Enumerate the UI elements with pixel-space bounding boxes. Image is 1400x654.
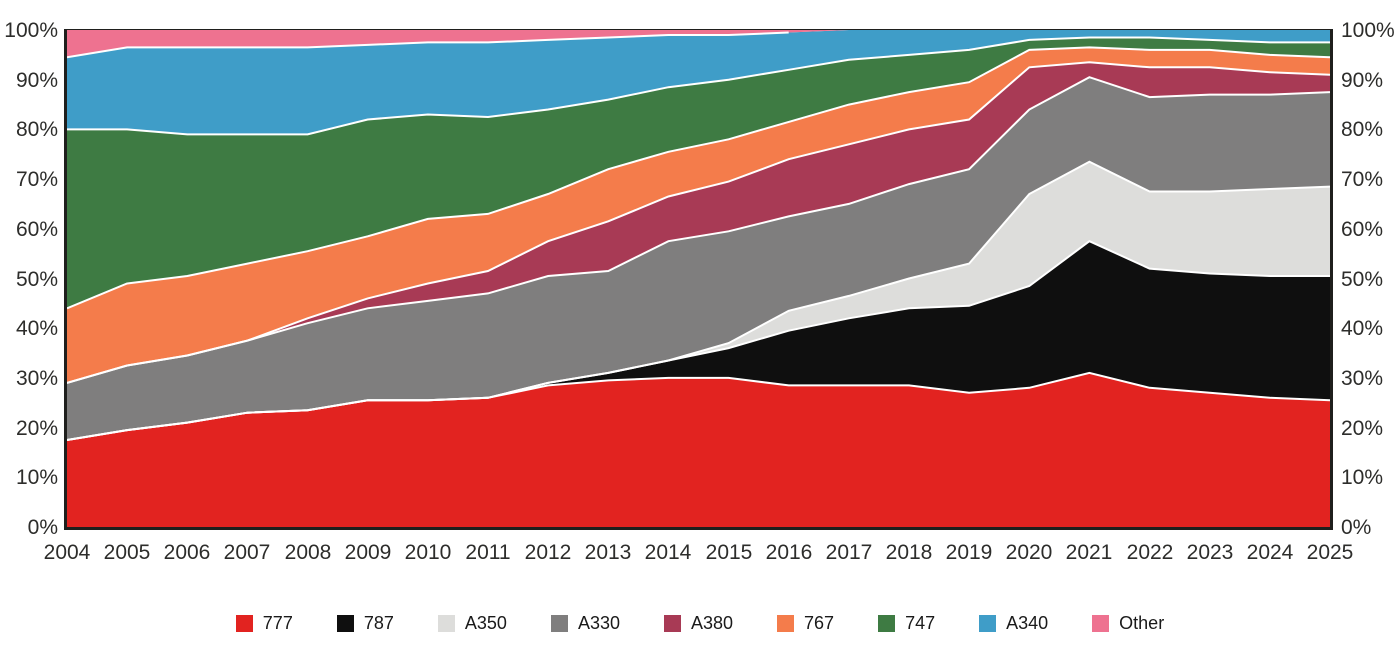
legend-swatch-767 bbox=[777, 614, 795, 632]
x-tick-label-2017: 2017 bbox=[825, 541, 873, 564]
legend-swatch-other bbox=[1092, 614, 1110, 632]
y-tick-label-left-10: 10% bbox=[15, 466, 58, 489]
y-tick-label-left-90: 90% bbox=[15, 69, 58, 92]
x-tick-label-2008: 2008 bbox=[284, 541, 332, 564]
x-tick-label-2021: 2021 bbox=[1065, 541, 1113, 564]
legend-item-other: Other bbox=[1092, 614, 1164, 632]
x-tick-label-2009: 2009 bbox=[344, 541, 392, 564]
legend-swatch-a380 bbox=[663, 614, 681, 632]
x-tick-label-2018: 2018 bbox=[885, 541, 933, 564]
legend-label-a330: A330 bbox=[577, 613, 620, 633]
x-tick-label-2025: 2025 bbox=[1306, 541, 1354, 564]
x-tick-label-2006: 2006 bbox=[163, 541, 211, 564]
y-tick-label-right-100: 100% bbox=[1341, 19, 1395, 42]
legend-item-787: 787 bbox=[336, 613, 394, 633]
legend-item-a340: A340 bbox=[979, 614, 1048, 632]
legend-label-747: 747 bbox=[905, 613, 936, 633]
y-tick-label-left-60: 60% bbox=[15, 218, 58, 241]
y-tick-label-left-70: 70% bbox=[15, 168, 58, 191]
y-tick-label-right-90: 90% bbox=[1341, 69, 1384, 92]
y-tick-label-right-0: 0% bbox=[1341, 516, 1372, 539]
y-tick-label-left-40: 40% bbox=[15, 317, 58, 340]
legend-swatch-777 bbox=[235, 614, 253, 632]
legend-item-a350: A350 bbox=[437, 613, 507, 633]
legend-swatch-a340 bbox=[979, 614, 997, 632]
y-tick-label-right-50: 50% bbox=[1341, 268, 1384, 291]
legend-label-767: 767 bbox=[804, 613, 835, 633]
chart-canvas bbox=[67, 30, 1330, 527]
band-787 bbox=[67, 241, 1330, 440]
legend-label-a380: A380 bbox=[690, 613, 734, 633]
band-a330 bbox=[67, 77, 1330, 440]
band-separator bbox=[67, 46, 1330, 310]
band-separator bbox=[67, 31, 789, 59]
legend-swatch-a330 bbox=[550, 614, 568, 632]
band-other bbox=[67, 30, 1330, 58]
x-tick-label-2014: 2014 bbox=[644, 541, 692, 564]
x-tick-label-2013: 2013 bbox=[584, 541, 632, 564]
legend-item-747: 747 bbox=[878, 614, 935, 632]
legend-item-777: 777 bbox=[235, 613, 293, 633]
legend-label-other: Other bbox=[1119, 613, 1165, 633]
band-separator bbox=[67, 76, 1330, 384]
x-tick-label-2007: 2007 bbox=[223, 541, 271, 564]
y-tick-label-left-50: 50% bbox=[15, 268, 58, 291]
legend-item-767: 767 bbox=[777, 614, 834, 632]
x-tick-label-2023: 2023 bbox=[1186, 541, 1234, 564]
x-tick-label-2020: 2020 bbox=[1005, 541, 1053, 564]
x-tick-label-2022: 2022 bbox=[1126, 541, 1174, 564]
band-separator bbox=[67, 160, 1330, 441]
band-a350 bbox=[67, 161, 1330, 440]
x-tick-label-2012: 2012 bbox=[524, 541, 572, 564]
y-tick-label-right-60: 60% bbox=[1341, 218, 1384, 241]
x-tick-label-2024: 2024 bbox=[1246, 541, 1294, 564]
y-tick-label-right-20: 20% bbox=[1341, 417, 1384, 440]
x-tick-label-2015: 2015 bbox=[705, 541, 753, 564]
band-a340 bbox=[67, 30, 1330, 135]
legend-swatch-747 bbox=[878, 614, 896, 632]
legend-swatch-a350 bbox=[437, 614, 455, 632]
band-767 bbox=[67, 47, 1330, 383]
legend-label-777: 777 bbox=[262, 613, 293, 633]
x-tick-label-2005: 2005 bbox=[103, 541, 151, 564]
y-tick-label-right-30: 30% bbox=[1341, 367, 1384, 390]
legend-item-a380: A380 bbox=[663, 613, 734, 633]
y-tick-label-right-70: 70% bbox=[1341, 168, 1384, 191]
band-separator bbox=[67, 61, 1330, 384]
x-tick-label-2010: 2010 bbox=[404, 541, 452, 564]
legend-label-a350: A350 bbox=[464, 613, 507, 633]
x-tick-label-2019: 2019 bbox=[945, 541, 993, 564]
y-tick-label-left-80: 80% bbox=[15, 118, 58, 141]
y-tick-label-right-80: 80% bbox=[1341, 118, 1384, 141]
y-tick-label-right-40: 40% bbox=[1341, 317, 1384, 340]
band-747 bbox=[67, 37, 1330, 309]
y-tick-label-left-0: 0% bbox=[27, 516, 58, 539]
y-tick-label-right-10: 10% bbox=[1341, 466, 1384, 489]
legend-swatch-787 bbox=[336, 614, 354, 632]
x-tick-label-2004: 2004 bbox=[43, 541, 91, 564]
legend-label-a340: A340 bbox=[1006, 613, 1049, 633]
y-tick-label-left-30: 30% bbox=[15, 367, 58, 390]
band-separator bbox=[67, 36, 1330, 136]
band-a380 bbox=[67, 62, 1330, 383]
x-tick-label-2011: 2011 bbox=[465, 541, 511, 564]
plot-area bbox=[64, 29, 1333, 530]
legend-label-787: 787 bbox=[363, 613, 394, 633]
x-tick-label-2016: 2016 bbox=[765, 541, 813, 564]
band-777 bbox=[67, 372, 1330, 527]
y-tick-label-left-100: 100% bbox=[4, 19, 58, 42]
legend-item-a330: A330 bbox=[550, 613, 620, 633]
legend: 777 787 A350 A330 A380 767 747 A340 Other bbox=[0, 606, 1400, 640]
y-tick-label-left-20: 20% bbox=[15, 417, 58, 440]
